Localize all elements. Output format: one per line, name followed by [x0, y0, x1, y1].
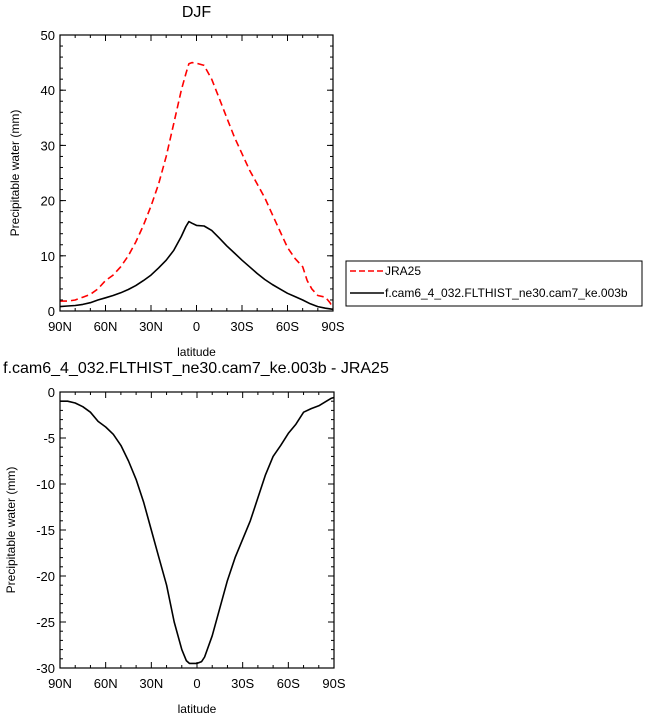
bottom-x-tick-label: 60S — [277, 676, 300, 691]
top-series-line-0 — [60, 61, 334, 309]
top-x-tick-label: 60N — [94, 319, 118, 334]
bottom-y-tick-label: -5 — [43, 431, 55, 446]
bottom-x-tick-label: 0 — [193, 676, 200, 691]
legend: JRA25 f.cam6_4_032.FLTHIST_ne30.cam7_ke.… — [345, 260, 643, 307]
top-x-tick-label: 90S — [321, 319, 344, 334]
bottom-chart: f.cam6_4_032.FLTHIST_ne30.cam7_ke.003b -… — [3, 360, 389, 716]
bottom-x-tick-label: 30N — [139, 676, 163, 691]
top-x-tick-label: 0 — [193, 319, 200, 334]
top-y-tick-label: 20 — [41, 194, 55, 209]
top-y-axis-label: Precipitable water (mm) — [8, 110, 22, 237]
top-y-tick-label: 0 — [48, 304, 55, 319]
bottom-y-tick-label: 0 — [48, 385, 55, 400]
top-y-tick-label: 30 — [41, 138, 55, 153]
top-y-tick-label: 10 — [41, 249, 55, 264]
bottom-y-tick-label: -10 — [36, 477, 55, 492]
bottom-series-line-0 — [60, 396, 335, 665]
top-x-tick-label: 90N — [48, 319, 72, 334]
top-x-tick-label: 60S — [276, 319, 299, 334]
top-plot-frame — [59, 34, 334, 312]
top-x-tick-label: 30N — [139, 319, 163, 334]
bottom-x-tick-label: 90S — [322, 676, 345, 691]
bottom-x-tick-label: 60N — [94, 676, 118, 691]
top-series-line-1 — [59, 220, 334, 311]
bottom-y-tick-label: -15 — [36, 523, 55, 538]
bottom-y-axis-label: Precipitable water (mm) — [4, 467, 18, 594]
legend-label-jra25: JRA25 — [385, 264, 421, 278]
top-chart-title: DJF — [182, 4, 212, 21]
top-y-tick-label: 50 — [41, 28, 55, 43]
bottom-x-tick-label: 30S — [231, 676, 254, 691]
bottom-plot-frame — [59, 391, 335, 669]
bottom-chart-title: f.cam6_4_032.FLTHIST_ne30.cam7_ke.003b -… — [3, 360, 389, 377]
top-chart: DJF 90N 60N 30N 0 30S 60S 90S 0 10 20 30 40 50 latit… — [8, 4, 345, 359]
top-x-axis-label: latitude — [177, 345, 216, 359]
bottom-x-tick-label: 90N — [48, 676, 72, 691]
top-y-tick-label: 40 — [41, 83, 55, 98]
top-x-tick-label: 30S — [230, 319, 253, 334]
bottom-y-tick-label: -20 — [36, 569, 55, 584]
bottom-x-axis-label: latitude — [178, 702, 217, 716]
legend-label-model: f.cam6_4_032.FLTHIST_ne30.cam7_ke.003b — [385, 286, 628, 300]
bottom-y-tick-label: -30 — [36, 661, 55, 676]
legend-box — [345, 260, 643, 307]
bottom-y-tick-label: -25 — [36, 615, 55, 630]
